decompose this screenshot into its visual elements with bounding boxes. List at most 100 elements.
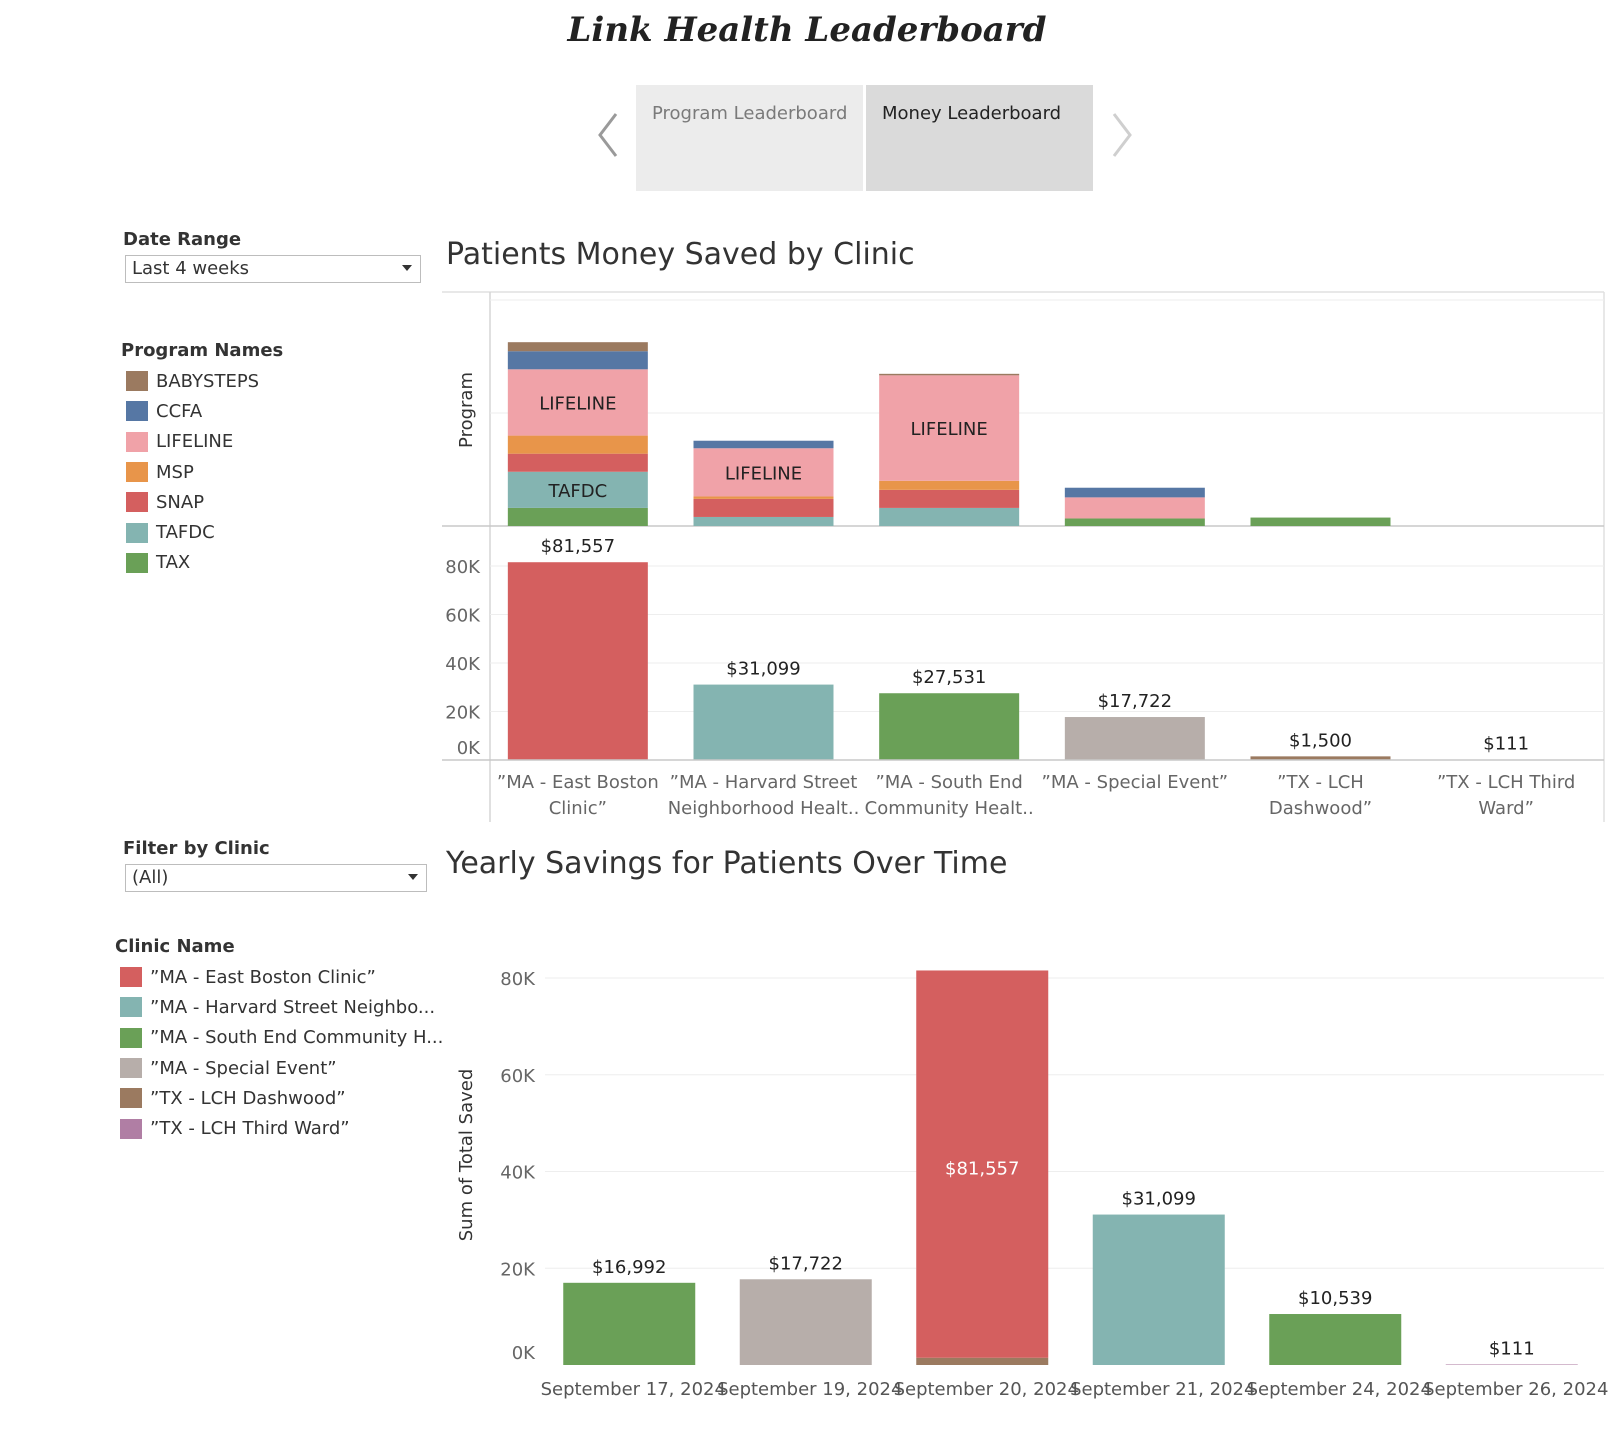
y-axis-title: Sum of Total Saved bbox=[456, 1069, 477, 1242]
x-tick-label: Ward” bbox=[1478, 798, 1534, 819]
legend-swatch bbox=[126, 371, 148, 392]
clinic-legend-item[interactable]: ”MA - South End Community H... bbox=[120, 1023, 443, 1053]
legend-swatch bbox=[126, 552, 148, 573]
money-bar-label: $17,722 bbox=[1098, 691, 1172, 712]
clinic-legend-title: Clinic Name bbox=[115, 936, 235, 957]
program-legend-item[interactable]: TAX bbox=[126, 548, 259, 578]
legend-label: ”MA - East Boston Clinic” bbox=[150, 966, 376, 988]
program-legend-item[interactable]: TAFDC bbox=[126, 517, 259, 547]
legend-label: ”TX - LCH Dashwood” bbox=[150, 1087, 346, 1109]
program-segment-tafdc bbox=[507, 471, 648, 508]
date-range-value: Last 4 weeks bbox=[132, 258, 250, 279]
legend-swatch bbox=[126, 462, 148, 483]
dropdown-caret-icon bbox=[408, 874, 418, 880]
x-tick-label: Dashwood” bbox=[1269, 798, 1372, 819]
legend-label: BABYSTEPS bbox=[156, 370, 260, 392]
segment-label: LIFELINE bbox=[725, 463, 802, 484]
time-bar-segment bbox=[1269, 1314, 1402, 1365]
date-range-dropdown[interactable]: Last 4 weeks bbox=[125, 255, 421, 283]
x-tick-label: September 20, 2024 bbox=[894, 1379, 1079, 1400]
next-tab-button[interactable] bbox=[1106, 110, 1136, 160]
clinic-filter-value: (All) bbox=[132, 867, 169, 888]
legend-label: ”MA - Special Event” bbox=[150, 1057, 337, 1079]
money-bar-label: $111 bbox=[1483, 734, 1529, 755]
program-legend-item[interactable]: CCFA bbox=[126, 396, 259, 426]
clinic-filter-label: Filter by Clinic bbox=[123, 838, 270, 859]
legend-swatch bbox=[120, 1027, 142, 1048]
program-legend-item[interactable]: SNAP bbox=[126, 487, 259, 517]
legend-label: TAX bbox=[156, 552, 191, 574]
program-segment-lifeline bbox=[507, 369, 648, 436]
segment-label: LIFELINE bbox=[911, 419, 988, 440]
money-bar bbox=[507, 562, 648, 760]
program-legend-item[interactable]: BABYSTEPS bbox=[126, 366, 259, 396]
legend-label: TAFDC bbox=[156, 522, 215, 544]
program-segment-lifeline bbox=[879, 375, 1020, 481]
clinic-legend-item[interactable]: ”MA - Harvard Street Neighbo... bbox=[120, 992, 443, 1022]
clinic-legend-item[interactable]: ”TX - LCH Dashwood” bbox=[120, 1083, 443, 1113]
time-bar-segment bbox=[563, 1282, 696, 1365]
date-range-label: Date Range bbox=[123, 229, 242, 250]
legend-label: ”MA - Harvard Street Neighbo... bbox=[150, 996, 436, 1018]
money-bar-label: $1,500 bbox=[1289, 730, 1352, 751]
x-tick-label: September 17, 2024 bbox=[541, 1379, 726, 1400]
money-bar-label: $31,099 bbox=[726, 659, 800, 680]
y-tick-label: 0K bbox=[457, 738, 481, 759]
program-segment-ccfa bbox=[1064, 487, 1205, 498]
money-bar bbox=[879, 693, 1020, 760]
y-tick-label: 0K bbox=[512, 1343, 536, 1364]
clinic-filter-dropdown[interactable]: (All) bbox=[125, 864, 427, 892]
segment-label: LIFELINE bbox=[539, 393, 616, 414]
tab-program-leaderboard[interactable]: Program Leaderboard bbox=[636, 85, 863, 191]
clinic-legend-item[interactable]: ”TX - LCH Third Ward” bbox=[120, 1113, 443, 1143]
time-bar-segment bbox=[1092, 1214, 1225, 1365]
x-tick-label: September 24, 2024 bbox=[1247, 1379, 1432, 1400]
program-segment-ccfa bbox=[507, 351, 648, 370]
x-tick-label: ”MA - Special Event” bbox=[1042, 772, 1229, 793]
program-segment-msp bbox=[507, 435, 648, 454]
program-segment-snap bbox=[507, 453, 648, 472]
chart-title-money-by-clinic: Patients Money Saved by Clinic bbox=[446, 237, 915, 272]
program-legend-title: Program Names bbox=[121, 340, 284, 361]
program-segment-babysteps bbox=[507, 342, 648, 352]
y-tick-label: 60K bbox=[445, 606, 481, 627]
money-bar-label: $81,557 bbox=[541, 536, 615, 557]
program-segment-msp bbox=[693, 496, 834, 499]
program-segment-tafdc bbox=[879, 507, 1020, 526]
program-legend-item[interactable]: MSP bbox=[126, 457, 259, 487]
legend-swatch bbox=[120, 1088, 142, 1109]
y-tick-label: 80K bbox=[445, 557, 481, 578]
time-bar-segment bbox=[739, 1279, 872, 1365]
money-by-clinic-chart: Program LIFELINE TAFDC LIFELINE LIFELINE 0K 20… bbox=[442, 291, 1605, 822]
time-bar-segment bbox=[916, 970, 1049, 1358]
y-tick-label: 20K bbox=[445, 703, 481, 724]
y-tick-label: 40K bbox=[500, 1163, 536, 1184]
program-segment-babysteps bbox=[879, 373, 1020, 376]
legend-swatch bbox=[126, 522, 148, 543]
page-title: Link Health Leaderboard bbox=[567, 10, 1047, 50]
program-axis-label: Program bbox=[456, 372, 477, 448]
clinic-legend-item[interactable]: ”MA - East Boston Clinic” bbox=[120, 962, 443, 992]
clinic-legend-item[interactable]: ”MA - Special Event” bbox=[120, 1053, 443, 1083]
time-bar-label: $81,557 bbox=[945, 1159, 1019, 1180]
legend-label: LIFELINE bbox=[156, 431, 234, 453]
x-tick-label: ”MA - South End bbox=[875, 772, 1022, 793]
money-bar bbox=[1250, 756, 1391, 760]
legend-swatch bbox=[120, 1118, 142, 1139]
program-segment-ccfa bbox=[693, 440, 834, 449]
money-bar bbox=[693, 684, 834, 760]
time-bar-label: $10,539 bbox=[1298, 1288, 1372, 1309]
x-tick-label: September 26, 2024 bbox=[1423, 1379, 1608, 1400]
time-bar-label: $31,099 bbox=[1122, 1189, 1196, 1210]
time-bar-segment bbox=[916, 1357, 1049, 1365]
x-tick-label: ”TX - LCH bbox=[1277, 772, 1364, 793]
prev-tab-button[interactable] bbox=[594, 110, 624, 160]
program-legend-item[interactable]: LIFELINE bbox=[126, 427, 259, 457]
y-tick-label: 60K bbox=[500, 1066, 536, 1087]
tab-money-leaderboard[interactable]: Money Leaderboard bbox=[866, 85, 1093, 191]
chevron-right-icon bbox=[1112, 113, 1132, 157]
y-tick-label: 40K bbox=[445, 654, 481, 675]
x-tick-label: ”TX - LCH Third bbox=[1437, 772, 1575, 793]
legend-label: ”TX - LCH Third Ward” bbox=[150, 1118, 350, 1140]
x-tick-label: September 21, 2024 bbox=[1070, 1379, 1255, 1400]
